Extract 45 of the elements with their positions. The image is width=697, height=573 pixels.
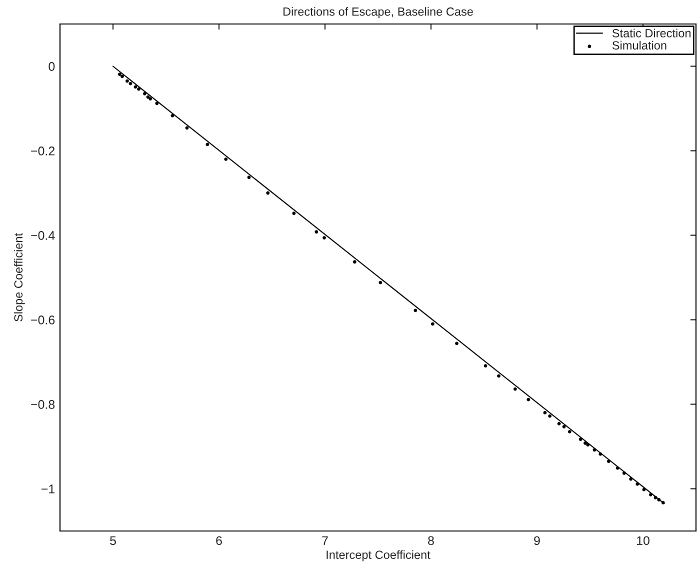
x-tick-label: 9 <box>534 536 540 546</box>
x-tick-label: 7 <box>322 536 328 545</box>
point <box>118 72 122 76</box>
legend-label: Static Direction <box>612 28 691 38</box>
point <box>137 87 140 91</box>
point <box>224 158 228 161</box>
y-axis-title: Slope Coefficient <box>14 233 25 322</box>
point <box>378 280 382 284</box>
point <box>548 414 552 418</box>
point <box>314 230 318 234</box>
point <box>414 308 418 312</box>
x-tick-label: 5 <box>110 536 116 546</box>
x-axis-title: Intercept Coefficient <box>326 550 430 562</box>
point <box>557 422 561 426</box>
point <box>562 424 566 428</box>
point <box>497 374 500 378</box>
y-tick-label: 0 <box>48 62 55 71</box>
y-tick-label: −0.2 <box>31 146 55 156</box>
point <box>513 387 517 391</box>
y-tick-label: −0.8 <box>31 400 55 409</box>
point <box>120 74 124 78</box>
y-tick-label: −0.4 <box>31 231 55 240</box>
point <box>292 212 296 215</box>
point <box>352 260 356 264</box>
point <box>455 342 458 346</box>
x-tick-label: 6 <box>216 536 222 546</box>
point <box>568 430 572 434</box>
legend-label: Simulation <box>612 40 666 50</box>
x-tick-label: 8 <box>428 536 434 546</box>
point <box>155 102 159 106</box>
point <box>526 398 530 402</box>
point <box>126 79 129 83</box>
y-tick-label: −0.6 <box>31 316 55 324</box>
point <box>148 97 152 100</box>
point <box>430 322 434 326</box>
point <box>543 411 547 414</box>
point <box>206 142 210 146</box>
x-tick-label: 10 <box>637 536 650 546</box>
y-tick-label: −1 <box>42 484 55 494</box>
point <box>142 92 146 96</box>
chart-title: Directions of Escape, Baseline Case <box>283 7 473 18</box>
point <box>247 176 251 180</box>
point <box>484 364 488 368</box>
point <box>322 236 326 240</box>
point <box>266 191 270 195</box>
